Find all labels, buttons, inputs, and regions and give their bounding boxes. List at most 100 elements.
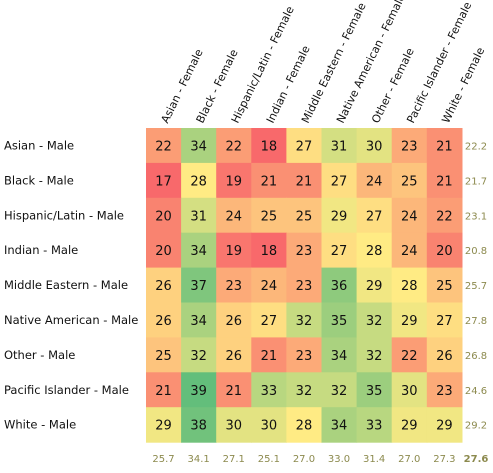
column-average: 25.1 — [258, 454, 280, 465]
column-header: Middle Eastern - Female — [299, 0, 369, 125]
heatmap-cell — [146, 267, 182, 304]
cell-value: 21 — [436, 174, 453, 189]
heatmap-cell — [181, 407, 217, 443]
column-average: 27.1 — [223, 454, 245, 465]
cell-value: 26 — [155, 314, 172, 329]
heatmap-cell — [286, 162, 323, 199]
cell-value: 27 — [331, 244, 348, 259]
heatmap-cell — [356, 162, 393, 199]
heatmap-cell — [251, 267, 287, 304]
cell-value: 24 — [401, 209, 418, 224]
cell-value: 34 — [190, 139, 207, 154]
heatmap-cell — [216, 232, 252, 269]
cell-value: 20 — [436, 244, 453, 259]
heatmap-cell — [216, 302, 252, 338]
heatmap-cell — [286, 232, 323, 269]
row-average: 29.2 — [465, 421, 487, 432]
heatmap-cell — [426, 267, 463, 304]
heatmap-cell — [181, 337, 217, 373]
cell-value: 25 — [401, 174, 418, 189]
heatmap-cell — [216, 128, 252, 164]
cell-value: 32 — [190, 349, 207, 364]
cell-value: 28 — [190, 174, 207, 189]
cell-value: 26 — [225, 314, 242, 329]
column-average: 33.0 — [328, 454, 350, 465]
cell-value: 25 — [261, 209, 278, 224]
row-average: 24.6 — [465, 386, 487, 397]
cell-value: 31 — [190, 209, 207, 224]
cell-value: 30 — [261, 419, 278, 434]
cell-value: 32 — [366, 349, 383, 364]
cell-value: 19 — [225, 244, 242, 259]
heatmap-cell — [356, 337, 393, 373]
heatmap-cell — [251, 337, 287, 373]
heatmap-cell — [251, 232, 287, 269]
cell-value: 23 — [225, 279, 242, 294]
row-average: 20.8 — [465, 246, 487, 257]
cell-value: 24 — [401, 244, 418, 259]
cell-value: 32 — [366, 314, 383, 329]
cell-value: 17 — [155, 174, 172, 189]
heatmap-cell — [426, 232, 463, 269]
heatmap-cell — [216, 372, 252, 408]
cell-value: 21 — [436, 139, 453, 154]
cell-value: 34 — [190, 244, 207, 259]
cell-value: 21 — [261, 349, 278, 364]
heatmap-cell — [286, 302, 323, 338]
cell-value: 22 — [225, 139, 242, 154]
heatmap-cell — [216, 337, 252, 373]
heatmap-cell — [251, 302, 287, 338]
row-header: White - Male — [4, 418, 76, 432]
row-average: 26.8 — [465, 351, 487, 362]
cell-value: 29 — [401, 314, 418, 329]
heatmap-cell — [391, 407, 428, 443]
cell-value: 24 — [225, 209, 242, 224]
heatmap-cell — [146, 407, 182, 443]
heatmap-cell — [251, 407, 287, 443]
cell-value: 27 — [331, 174, 348, 189]
cell-value: 20 — [155, 209, 172, 224]
heatmap-cell — [356, 372, 393, 408]
heatmap-cell — [391, 128, 428, 164]
heatmap-cell — [286, 372, 323, 408]
heatmap-cell — [391, 337, 428, 373]
cell-value: 30 — [225, 419, 242, 434]
cell-value: 18 — [261, 244, 278, 259]
cell-value: 21 — [225, 384, 242, 399]
cell-value: 23 — [296, 279, 313, 294]
heatmap-cell — [391, 302, 428, 338]
heatmap-cell — [356, 232, 393, 269]
cell-value: 35 — [366, 384, 383, 399]
heatmap-cell — [391, 197, 428, 234]
heatmap-cell — [286, 128, 323, 164]
cell-value: 23 — [436, 384, 453, 399]
cell-value: 31 — [331, 139, 348, 154]
cell-value: 32 — [296, 384, 313, 399]
column-header: Hispanic/Latin - Female — [229, 4, 297, 125]
heatmap-cell — [426, 197, 463, 234]
heatmap-cell — [181, 372, 217, 408]
heatmap-cell — [321, 372, 358, 408]
heatmap-cell — [146, 162, 182, 199]
cell-value: 34 — [190, 314, 207, 329]
heatmap-cell — [181, 267, 217, 304]
heatmap-cell — [286, 267, 323, 304]
row-header: Hispanic/Latin - Male — [4, 208, 124, 222]
cell-value: 27 — [436, 314, 453, 329]
heatmap-cell — [321, 197, 358, 234]
cell-value: 25 — [155, 349, 172, 364]
cell-value: 28 — [401, 279, 418, 294]
heatmap-cell — [391, 162, 428, 199]
heatmap-cell — [251, 128, 287, 164]
cell-value: 22 — [401, 349, 418, 364]
cell-value: 22 — [436, 209, 453, 224]
cell-value: 23 — [401, 139, 418, 154]
cell-value: 34 — [331, 419, 348, 434]
heatmap-cell — [356, 302, 393, 338]
cell-value: 26 — [436, 349, 453, 364]
cell-value: 30 — [366, 139, 383, 154]
cell-value: 32 — [331, 384, 348, 399]
column-average: 27.0 — [398, 454, 420, 465]
cell-value: 24 — [261, 279, 278, 294]
heatmap-cell — [321, 128, 358, 164]
